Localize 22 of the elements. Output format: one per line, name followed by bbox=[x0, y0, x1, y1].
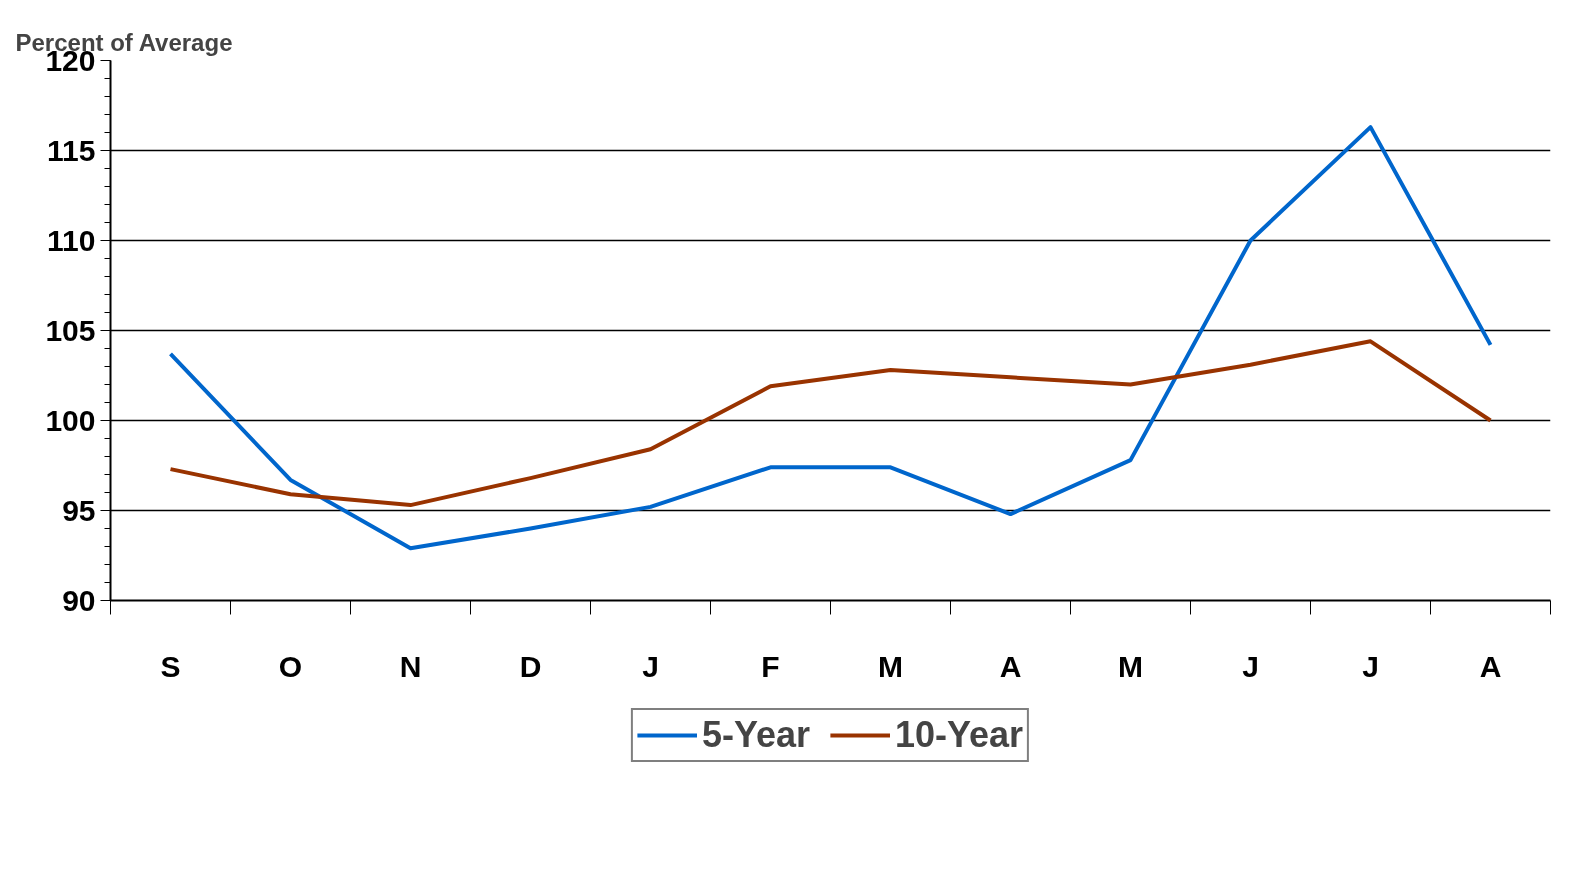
x-tick-label: M bbox=[878, 649, 903, 683]
x-tick-label: N bbox=[399, 649, 422, 683]
x-tick-label: D bbox=[519, 649, 542, 683]
x-tick-label: A bbox=[999, 649, 1022, 683]
y-tick-label: 110 bbox=[47, 223, 96, 257]
x-tick-label: J bbox=[1242, 649, 1259, 683]
x-tick-label: S bbox=[160, 649, 181, 683]
x-tick-label: A bbox=[1479, 649, 1502, 683]
y-tick-label: 95 bbox=[62, 493, 96, 527]
x-tick-label: J bbox=[1362, 649, 1379, 683]
legend-label: 5-Year bbox=[701, 714, 810, 756]
x-tick-label: J bbox=[642, 649, 659, 683]
y-tick-label: 90 bbox=[62, 583, 96, 617]
x-tick-label: M bbox=[1118, 649, 1143, 683]
y-tick-label: 115 bbox=[47, 133, 96, 167]
line-series bbox=[168, 125, 1493, 551]
line-series bbox=[168, 339, 1493, 508]
y-tick-label: 105 bbox=[45, 313, 96, 347]
legend-label: 10-Year bbox=[894, 714, 1024, 756]
x-tick-label: F bbox=[761, 649, 780, 683]
y-tick-label: 100 bbox=[45, 403, 96, 437]
x-tick-label: O bbox=[278, 649, 303, 683]
